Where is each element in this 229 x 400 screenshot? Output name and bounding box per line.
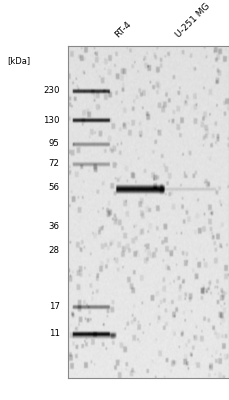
- Text: RT-4: RT-4: [112, 19, 132, 39]
- Text: [kDa]: [kDa]: [7, 56, 30, 65]
- Text: 130: 130: [43, 116, 60, 125]
- Text: 56: 56: [49, 182, 60, 192]
- Text: 230: 230: [43, 86, 60, 95]
- Text: 17: 17: [49, 302, 60, 311]
- Text: 95: 95: [49, 140, 60, 148]
- Text: U-251 MG: U-251 MG: [173, 1, 211, 39]
- Text: 11: 11: [49, 329, 60, 338]
- Text: 28: 28: [49, 246, 60, 255]
- Text: 72: 72: [49, 159, 60, 168]
- Text: 36: 36: [49, 222, 60, 232]
